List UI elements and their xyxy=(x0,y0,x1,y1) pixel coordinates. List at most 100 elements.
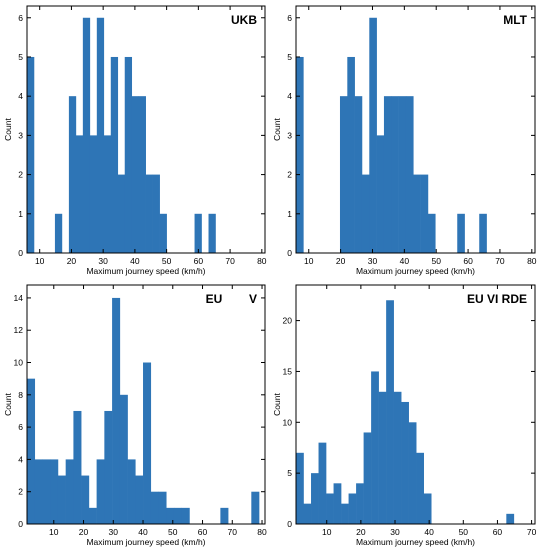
x-axis-label: Maximum journey speed (km/h) xyxy=(356,537,475,547)
histogram-bar xyxy=(296,56,304,253)
y-tick-label: 5 xyxy=(287,52,292,62)
x-axis-label: Maximum journey speed (km/h) xyxy=(86,537,205,547)
plot-frame xyxy=(295,5,536,254)
histogram-bar xyxy=(50,459,59,524)
x-tick-label: 60 xyxy=(194,256,204,266)
y-tick-label: 6 xyxy=(18,13,23,23)
x-tick-label: 80 xyxy=(257,256,267,266)
histogram-bar xyxy=(398,96,407,253)
x-tick-label: 20 xyxy=(79,527,89,537)
y-tick-label: 4 xyxy=(18,91,23,101)
y-tick-label: 12 xyxy=(14,325,24,335)
x-tick-label: 40 xyxy=(424,527,434,537)
histogram-bar xyxy=(42,459,51,524)
x-tick-label: 60 xyxy=(463,256,473,266)
histogram-bar xyxy=(408,422,417,524)
x-tick-label: 10 xyxy=(35,256,45,266)
histogram-bar xyxy=(356,483,364,524)
histogram-bar xyxy=(166,507,175,524)
x-tick-label: 70 xyxy=(527,527,537,537)
histogram-bar xyxy=(34,459,43,524)
histogram-bar xyxy=(383,96,392,253)
y-tick-label: 6 xyxy=(18,422,23,432)
x-tick-label: 80 xyxy=(527,256,537,266)
histogram-bar xyxy=(363,432,372,524)
y-axis-label: Count xyxy=(272,118,282,141)
y-tick-label: 15 xyxy=(283,366,293,376)
histogram-bar xyxy=(376,135,385,253)
x-tick-label: 30 xyxy=(368,256,378,266)
panel-label: EU V xyxy=(206,292,257,306)
histogram-bar xyxy=(208,213,216,253)
histogram-bar xyxy=(131,96,140,253)
histogram-bar xyxy=(112,297,121,524)
plot-frame xyxy=(26,284,266,525)
histogram-bar xyxy=(339,96,348,253)
y-axis-label: Count xyxy=(3,393,13,416)
y-tick-label: 8 xyxy=(18,390,23,400)
histogram-bar xyxy=(303,503,312,524)
y-tick-label: 0 xyxy=(287,519,292,529)
x-tick-label: 10 xyxy=(304,256,314,266)
x-tick-label: 50 xyxy=(431,256,441,266)
histogram-bar xyxy=(361,174,370,253)
histogram-bar xyxy=(173,507,182,524)
y-tick-label: 2 xyxy=(18,170,23,180)
y-tick-label: 3 xyxy=(287,130,292,140)
histogram-bar xyxy=(96,459,105,524)
histogram-bar xyxy=(27,378,36,524)
histogram-bar xyxy=(54,213,63,253)
x-tick-label: 50 xyxy=(459,527,469,537)
x-tick-label: 80 xyxy=(257,527,267,537)
histogram-bar xyxy=(405,96,414,253)
histogram-bar xyxy=(119,394,128,524)
y-tick-label: 4 xyxy=(287,91,292,101)
y-tick-label: 0 xyxy=(287,248,292,258)
histogram-bar xyxy=(127,459,136,524)
y-tick-label: 1 xyxy=(287,209,292,219)
histogram-bar xyxy=(220,507,229,524)
histogram-bar xyxy=(401,401,409,524)
x-tick-label: 70 xyxy=(228,527,238,537)
y-tick-label: 1 xyxy=(18,209,23,219)
histogram-bar xyxy=(354,96,363,253)
x-tick-label: 60 xyxy=(198,527,208,537)
histogram-bar xyxy=(318,442,327,524)
panel-mlt: 10 20 30 40 50 60 70 80 0 1 2 3 4 5 6 Maximum journey s… xyxy=(272,5,537,276)
x-tick-label: 70 xyxy=(225,256,235,266)
histogram-bar xyxy=(423,493,432,524)
histogram-bar xyxy=(194,213,202,253)
x-tick-label: 40 xyxy=(130,256,140,266)
histogram-bar xyxy=(159,213,167,253)
y-tick-label: 0 xyxy=(18,248,23,258)
histogram-bar xyxy=(104,410,113,524)
plot-frame xyxy=(295,284,536,525)
plot-frame xyxy=(26,5,266,254)
histogram-bar xyxy=(369,17,377,254)
histogram-bar xyxy=(393,391,402,524)
histogram-bar xyxy=(506,513,515,524)
histogram-bar xyxy=(333,483,342,524)
y-tick-label: 5 xyxy=(287,468,292,478)
y-tick-label: 6 xyxy=(287,13,292,23)
histogram-bar xyxy=(391,96,399,253)
histogram-bar xyxy=(145,174,153,253)
histogram-bar xyxy=(479,213,487,253)
y-tick-label: 2 xyxy=(287,170,292,180)
panel-label: MLT xyxy=(503,13,527,27)
x-tick-label: 40 xyxy=(138,527,148,537)
x-axis-label: Maximum journey speed (km/h) xyxy=(356,266,475,276)
histogram-bar xyxy=(96,17,105,254)
histogram-bar xyxy=(296,452,304,524)
histogram-bar xyxy=(138,96,146,253)
histogram-bar xyxy=(89,135,98,253)
x-tick-label: 30 xyxy=(109,527,119,537)
x-tick-label: 10 xyxy=(49,527,59,537)
histogram-bar xyxy=(68,96,77,253)
histogram-bar xyxy=(110,56,119,253)
histogram-bar xyxy=(65,459,74,524)
panel-eu-v: 10 20 30 40 50 60 70 80 0 2 4 6 8 10 12 14 Maximum journ… xyxy=(3,284,267,547)
histogram-bar xyxy=(427,213,436,253)
